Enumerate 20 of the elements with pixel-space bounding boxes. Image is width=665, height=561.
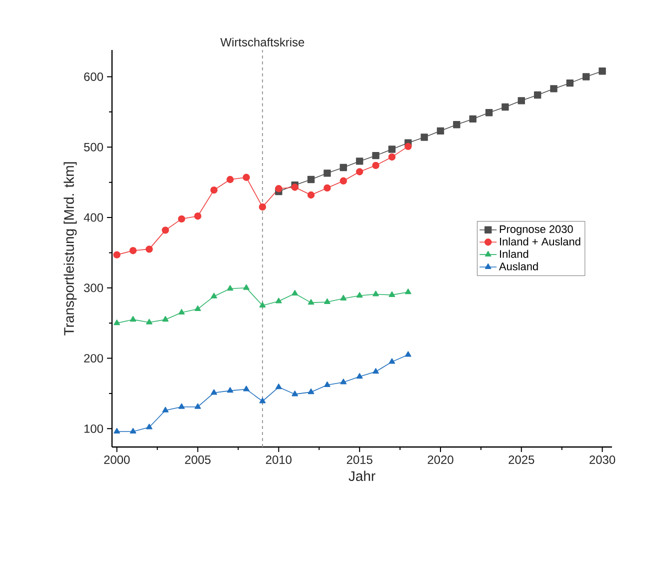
x-tick-label: 2005 <box>185 456 211 464</box>
y-tick-label: 600 <box>84 72 104 81</box>
x-tick-label: 2030 <box>590 456 616 464</box>
y-tick-label: 200 <box>84 354 104 363</box>
x-tick-label: 2015 <box>346 456 372 464</box>
y-tick-label: 500 <box>84 142 104 152</box>
legend-label: Ausland <box>499 262 538 270</box>
x-axis-title: Jahr <box>348 470 376 482</box>
legend-label: Inland <box>500 250 528 258</box>
y-tick-label: 400 <box>84 213 104 222</box>
legend-label: Inland + Ausland <box>500 237 580 246</box>
y-tick-label: 300 <box>84 284 104 292</box>
y-tick-label: 100 <box>84 424 104 433</box>
x-tick-label: 2020 <box>428 456 454 464</box>
legend-label: Prognose 2030 <box>500 225 573 236</box>
x-tick-label: 2000 <box>104 456 130 464</box>
ref-line-label: Wirtschaftskrise <box>220 38 304 46</box>
x-tick-label: 2025 <box>508 456 534 464</box>
y-axis-title: Transportleistung [Mrd. tkm] <box>64 162 77 336</box>
x-tick-label: 2010 <box>266 456 292 464</box>
